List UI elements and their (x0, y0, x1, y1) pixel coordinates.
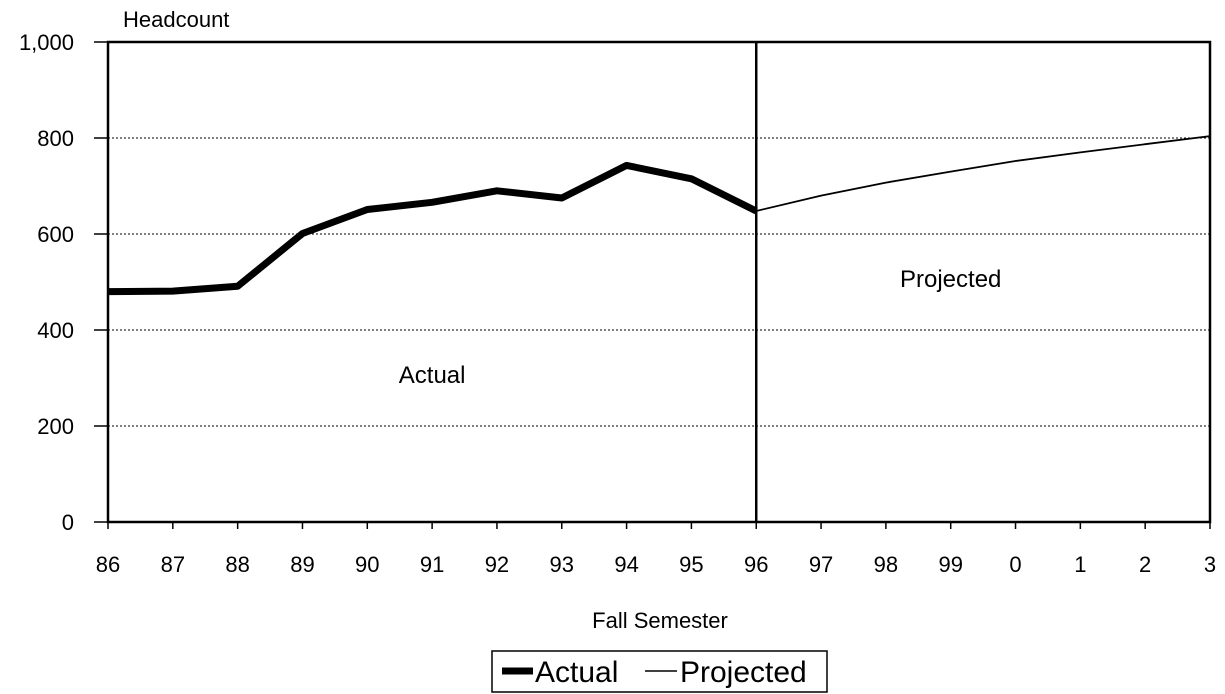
y-tick-label: 200 (37, 414, 74, 439)
annotation-projected: Projected (900, 266, 1001, 293)
x-axis-ticks: 86 87 88 89 90 91 92 93 94 95 96 97 98 99 0 1 2 3 (96, 522, 1216, 577)
y-tick-label: 400 (37, 318, 74, 343)
y-tick-label: 1,000 (19, 30, 74, 55)
y-tick-label: 800 (37, 126, 74, 151)
x-tick-label: 92 (485, 552, 509, 577)
x-tick-label: 91 (420, 552, 444, 577)
x-tick-label: 3 (1204, 552, 1216, 577)
x-tick-label: 88 (225, 552, 249, 577)
series-line-projected (755, 135, 1211, 212)
y-axis-ticks: 0 200 400 600 800 1,000 (19, 30, 108, 535)
x-axis-title: Fall Semester (592, 608, 728, 633)
legend-label-projected: Projected (680, 656, 807, 689)
legend-label-actual: Actual (535, 656, 618, 689)
annotations: Actual Projected (399, 266, 1002, 389)
x-tick-label: 97 (809, 552, 833, 577)
x-tick-label: 0 (1009, 552, 1021, 577)
x-tick-label: 2 (1139, 552, 1151, 577)
y-tick-label: 0 (62, 510, 74, 535)
x-tick-label: 96 (744, 552, 768, 577)
x-tick-label: 98 (874, 552, 898, 577)
x-tick-label: 86 (96, 552, 120, 577)
series-layer (107, 135, 1211, 296)
annotation-actual: Actual (399, 362, 466, 389)
x-tick-label: 95 (679, 552, 703, 577)
y-tick-label: 600 (37, 222, 74, 247)
grid-lines (108, 137, 1210, 427)
x-tick-label: 93 (550, 552, 574, 577)
y-axis-title: Headcount (123, 7, 229, 32)
x-tick-label: 89 (290, 552, 314, 577)
x-tick-label: 99 (938, 552, 962, 577)
x-tick-label: 94 (614, 552, 638, 577)
x-tick-label: 90 (355, 552, 379, 577)
x-tick-label: 1 (1074, 552, 1086, 577)
plot-area-frame (106, 40, 1212, 524)
legend: Actual Projected (491, 650, 828, 693)
x-tick-label: 87 (161, 552, 185, 577)
series-line-actual (107, 161, 758, 296)
